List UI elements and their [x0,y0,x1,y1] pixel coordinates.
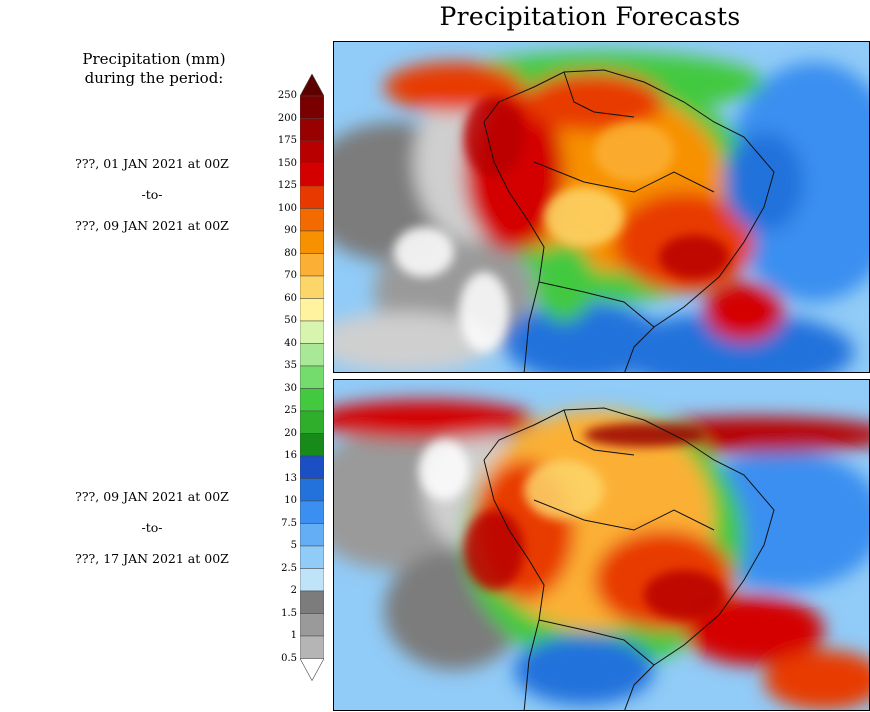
precip-map-2-svg [334,380,869,710]
colorbar-segment [300,590,324,614]
colorbar-segment [300,568,324,592]
legend-heading: Precipitation (mm) during the period: [40,50,268,88]
colorbar-segment [300,455,324,479]
colorbar-tick-label: 80 [284,247,297,259]
colorbar-tick-label: 100 [277,202,297,214]
precipitation-colorbar [300,74,324,682]
colorbar-tick-label: 13 [284,472,297,484]
colorbar-segment [300,343,324,367]
colorbar-segment [300,253,324,277]
colorbar-bottom-arrow [300,658,324,682]
colorbar-tick-label: 175 [277,135,297,146]
colorbar-top-arrow [300,74,324,97]
colorbar-tick-label: 90 [284,225,297,236]
colorbar-tick-label: 10 [284,495,297,506]
colorbar-tick-label: 1 [290,630,297,641]
period-2-separator: -to- [141,520,163,535]
colorbar-tick-label: 5 [290,540,297,551]
precip-map-1-svg [334,42,869,372]
colorbar-tick-label: 30 [284,382,297,394]
legend-heading-line2: during the period: [84,69,224,87]
period-1-separator: -to- [141,187,163,202]
period-2-end: ???, 17 JAN 2021 at 00Z [75,551,229,566]
colorbar-tick-label: 60 [284,292,297,304]
colorbar-segment [300,545,324,569]
colorbar-tick-label: 2.5 [281,562,297,574]
colorbar-tick-label: 25 [284,405,297,416]
colorbar-segment [300,523,324,547]
colorbar-tick-label: 7.5 [281,517,297,529]
colorbar-tick-label: 2 [290,585,297,596]
colorbar-segment [300,208,324,232]
colorbar-segment [300,140,324,164]
period-1-end: ???, 09 JAN 2021 at 00Z [75,218,229,233]
colorbar-tick-label: 0.5 [281,652,297,664]
colorbar-segment [300,635,324,659]
precip-map-period-1 [333,41,870,373]
colorbar-segment [300,365,324,389]
colorbar-segment [300,118,324,142]
colorbar-segment [300,95,324,119]
colorbar-segment [300,230,324,254]
colorbar-segment [300,298,324,322]
colorbar-tick-label: 250 [277,90,297,101]
colorbar-segment [300,410,324,434]
colorbar-tick-label: 35 [284,360,297,371]
colorbar-tick-label: 200 [277,112,297,124]
period-2-label: ???, 09 JAN 2021 at 00Z -to- ???, 17 JAN… [28,487,276,580]
period-1-label: ???, 01 JAN 2021 at 00Z -to- ???, 09 JAN… [28,154,276,247]
colorbar-tick-label: 125 [277,180,297,191]
colorbar-segment [300,275,324,299]
colorbar-tick-label: 70 [284,270,297,281]
colorbar-tick-label: 20 [284,427,297,439]
period-1-start: ???, 01 JAN 2021 at 00Z [75,156,229,171]
chart-title: Precipitation Forecasts [439,2,741,31]
period-2-start: ???, 09 JAN 2021 at 00Z [75,489,229,504]
colorbar-tick-label: 40 [284,337,297,349]
colorbar-tick-label: 1.5 [281,607,297,619]
precip-map-period-2 [333,379,870,711]
colorbar-tick-label: 16 [284,450,297,461]
colorbar-segment [300,185,324,209]
colorbar-segment [300,388,324,412]
colorbar-tick-label: 50 [284,315,297,326]
colorbar-segment [300,320,324,344]
colorbar-tick-label: 150 [277,157,297,169]
colorbar-segment [300,163,324,187]
colorbar-segment [300,613,324,637]
colorbar-segment [300,433,324,457]
colorbar-segment [300,478,324,502]
legend-heading-line1: Precipitation (mm) [82,50,226,68]
colorbar-segment [300,500,324,524]
